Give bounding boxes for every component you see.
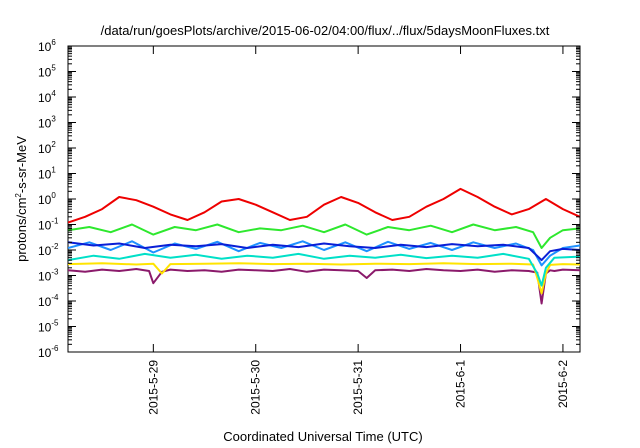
y-tick-label: 103 <box>38 115 56 131</box>
y-tick-base: 10 <box>38 295 52 309</box>
y-axis-title-sup: 2 <box>14 193 23 198</box>
series-line <box>68 252 580 287</box>
y-tick-exponent: -2 <box>51 242 59 251</box>
plot-frame <box>67 45 581 353</box>
x-tick-label: 2015-5-29 <box>146 360 160 415</box>
y-tick-base: 10 <box>38 193 52 207</box>
y-tick-exponent: -4 <box>51 293 59 302</box>
y-tick-base: 10 <box>38 91 52 105</box>
y-tick-exponent: 6 <box>51 38 56 47</box>
y-tick-base: 10 <box>38 40 52 54</box>
series-line <box>68 262 580 295</box>
y-tick-base: 10 <box>38 117 52 131</box>
y-tick-label: 105 <box>38 64 56 80</box>
y-tick-base: 10 <box>38 346 52 360</box>
y-tick-label: 100 <box>38 191 56 207</box>
y-tick-exponent: 0 <box>51 191 56 200</box>
y-tick-exponent: -6 <box>51 344 59 353</box>
series-layer <box>68 187 580 305</box>
y-tick-base: 10 <box>38 66 52 80</box>
y-tick-base: 10 <box>38 168 52 182</box>
series-line <box>68 241 580 262</box>
y-tick-exponent: 2 <box>51 140 56 149</box>
y-tick-label: 10-1 <box>38 217 59 233</box>
series-line <box>68 223 580 249</box>
y-tick-exponent: -1 <box>51 217 59 226</box>
x-axis-title: Coordinated Universal Time (UTC) <box>223 429 422 444</box>
series-line <box>68 187 580 224</box>
x-tick-label: 2015-5-31 <box>351 360 365 415</box>
series-line <box>68 268 580 305</box>
y-tick-label: 10-2 <box>38 242 59 258</box>
y-tick-exponent: 3 <box>51 115 56 124</box>
y-tick-exponent: 4 <box>51 89 56 98</box>
y-tick-label: 10-6 <box>38 344 59 360</box>
chart-title: /data/run/goesPlots/archive/2015-06-02/0… <box>101 23 550 38</box>
y-tick-exponent: 1 <box>51 166 56 175</box>
y-tick-base: 10 <box>38 270 52 284</box>
tick-layer: 10-610-510-410-310-210-11001011021031041… <box>38 38 580 415</box>
y-tick-label: 10-3 <box>38 268 59 284</box>
y-tick-exponent: -3 <box>51 268 59 277</box>
x-tick-label: 2015-6-2 <box>556 360 570 408</box>
y-tick-exponent: 5 <box>51 64 56 73</box>
y-tick-base: 10 <box>38 244 52 258</box>
y-tick-label: 101 <box>38 166 56 182</box>
y-axis-title-after: -s-sr-MeV <box>14 136 29 193</box>
y-tick-exponent: -5 <box>51 319 59 328</box>
series-group <box>68 187 580 305</box>
y-axis-title-before: protons/cm <box>14 198 29 262</box>
x-tick-label: 2015-6-1 <box>454 360 468 408</box>
x-tick-label: 2015-5-30 <box>249 360 263 415</box>
y-tick-base: 10 <box>38 142 52 156</box>
y-tick-base: 10 <box>38 321 52 335</box>
y-tick-label: 10-4 <box>38 293 59 309</box>
y-tick-label: 106 <box>38 38 56 54</box>
y-tick-base: 10 <box>38 219 52 233</box>
y-axis-title: protons/cm2-s-sr-MeV <box>14 136 29 262</box>
y-tick-label: 10-5 <box>38 319 59 335</box>
y-tick-label: 104 <box>38 89 56 105</box>
y-tick-label: 102 <box>38 140 56 156</box>
